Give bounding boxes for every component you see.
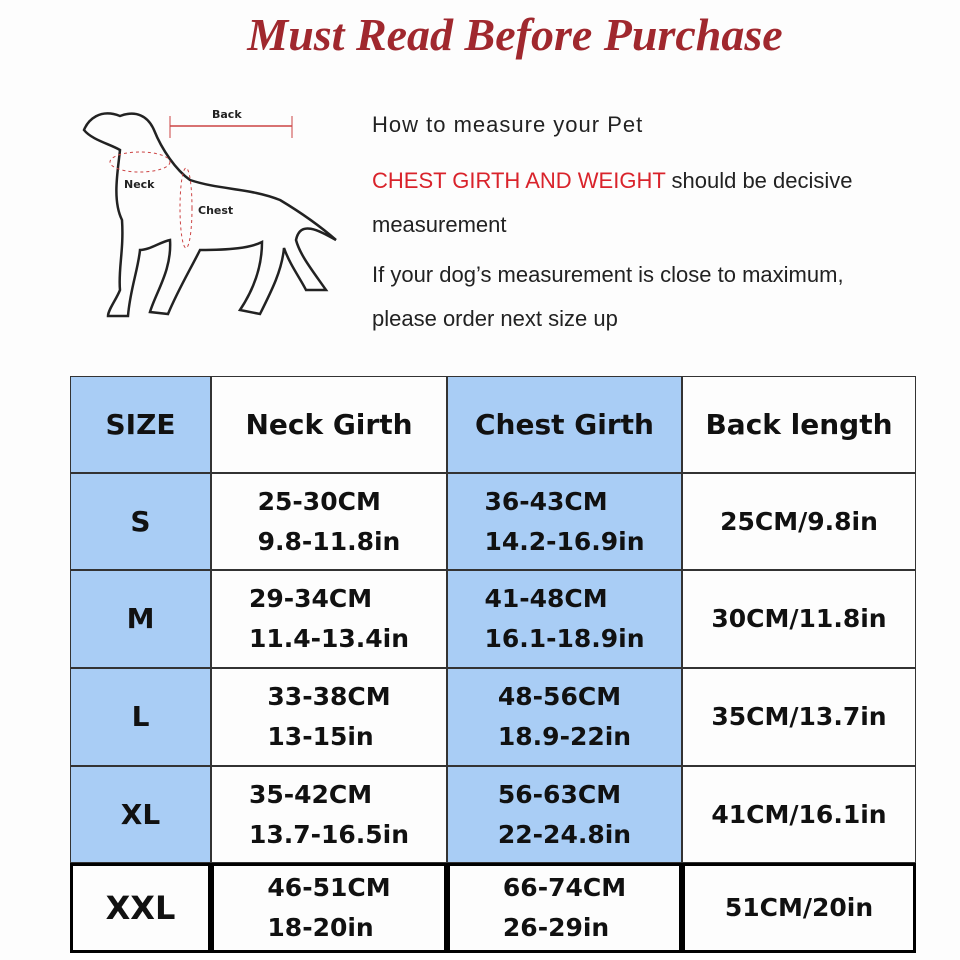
instruction-text: should be decisive: [671, 168, 853, 193]
cell-line: 26-29in: [502, 913, 610, 942]
value-cell: 51CM/20in: [682, 863, 916, 953]
instruction-heading: How to measure your Pet: [372, 112, 644, 137]
instruction-line: CHEST GIRTH AND WEIGHT should be decisiv…: [372, 168, 853, 194]
value-cell: 25-30CM 9.8-11.8in: [211, 473, 447, 570]
value-cell: 48-56CM 18.9-22in: [447, 668, 682, 766]
cell-line: 18-20in: [267, 913, 374, 942]
cell-line: 51CM/20in: [724, 893, 874, 922]
dog-outline: [82, 112, 337, 318]
cell-line: 35CM/13.7in: [711, 702, 887, 731]
cell-line: 13-15in: [267, 722, 374, 751]
cell-line: 56-63CM: [497, 779, 622, 809]
neck-label: Neck: [124, 178, 155, 191]
cell-text: 66-74CM 26-29in: [503, 868, 626, 948]
cell-text: 56-63CM 22-24.8in: [498, 775, 631, 855]
cell-text: 41-48CM 16.1-18.9in: [484, 579, 644, 659]
header-cell: Neck Girth: [211, 376, 447, 473]
cell-text: 25CM/9.8in: [720, 502, 878, 542]
cell-line: 16.1-18.9in: [484, 624, 645, 653]
cell-line: 41CM/16.1in: [711, 799, 887, 829]
cell-text: 29-34CM 11.4-13.4in: [249, 579, 409, 659]
instruction-line: measurement: [372, 212, 507, 237]
cell-line: 11.4-13.4in: [248, 624, 410, 653]
cell-text: 33-38CM 13-15in: [267, 677, 390, 757]
cell-line: 25-30CM: [257, 486, 381, 516]
cell-text: 51CM/20in: [725, 888, 873, 928]
cell-line: 22-24.8in: [497, 819, 632, 849]
cell-line: 41-48CM: [484, 584, 608, 613]
cell-text: 35-42CM 13.7-16.5in: [249, 775, 409, 855]
cell-line: 66-74CM: [502, 873, 627, 902]
highlight: CHEST GIRTH AND WEIGHT: [372, 168, 666, 193]
cell-line: 30CM/11.8in: [711, 604, 887, 633]
dog-diagram: Back Neck Chest: [82, 108, 337, 318]
cell-line: 25CM/9.8in: [720, 506, 878, 536]
size-cell: M: [70, 570, 211, 668]
cell-line: 9.8-11.8in: [257, 526, 401, 556]
cell-line: 29-34CM: [248, 584, 373, 613]
cell-line: 18.9-22in: [497, 722, 632, 751]
size-cell: XL: [70, 766, 211, 863]
size-cell: L: [70, 668, 211, 766]
value-cell: 36-43CM 14.2-16.9in: [447, 473, 682, 570]
neck-mark: [109, 151, 171, 173]
chest-mark: [179, 167, 193, 249]
size-cell: S: [70, 473, 211, 570]
cell-text: M: [126, 602, 155, 635]
cell-text: XL: [120, 797, 161, 831]
cell-line: 46-51CM: [267, 873, 391, 902]
instruction-line: please order next size up: [372, 306, 618, 331]
cell-text: 30CM/11.8in: [711, 599, 886, 639]
title: Must Read Before Purchase: [247, 9, 783, 60]
value-cell: 35CM/13.7in: [682, 668, 916, 766]
cell-text: 46-51CM 18-20in: [267, 868, 390, 948]
header-cell: SIZE: [70, 376, 211, 473]
back-label: Back: [212, 108, 242, 121]
cell-line: 13.7-16.5in: [248, 819, 410, 849]
value-cell: 25CM/9.8in: [682, 473, 916, 570]
header-cell: Back length: [682, 376, 916, 473]
chest-label: Chest: [198, 204, 233, 217]
cell-text: 35CM/13.7in: [711, 697, 886, 737]
size-cell: XXL: [70, 863, 211, 953]
value-cell: 30CM/11.8in: [682, 570, 916, 668]
cell-line: 48-56CM: [497, 682, 622, 711]
cell-text: L: [131, 700, 150, 733]
value-cell: 41-48CM 16.1-18.9in: [447, 570, 682, 668]
cell-line: 33-38CM: [267, 682, 391, 711]
cell-text: S: [130, 504, 151, 538]
value-cell: 46-51CM 18-20in: [211, 863, 447, 953]
cell-line: 36-43CM: [484, 486, 608, 516]
value-cell: 35-42CM 13.7-16.5in: [211, 766, 447, 863]
cell-text: 36-43CM 14.2-16.9in: [484, 482, 644, 562]
cell-line: 14.2-16.9in: [484, 526, 645, 556]
cell-line: 35-42CM: [248, 779, 373, 809]
cell-text: 41CM/16.1in: [711, 795, 886, 835]
header-cell: Chest Girth: [447, 376, 682, 473]
instruction-line: If your dog’s measurement is close to ma…: [372, 262, 844, 287]
cell-text: 25-30CM 9.8-11.8in: [258, 482, 401, 562]
value-cell: 33-38CM 13-15in: [211, 668, 447, 766]
value-cell: 56-63CM 22-24.8in: [447, 766, 682, 863]
cell-text: 48-56CM 18.9-22in: [498, 677, 631, 757]
value-cell: 29-34CM 11.4-13.4in: [211, 570, 447, 668]
cell-text: XXL: [105, 889, 176, 927]
value-cell: 66-74CM 26-29in: [447, 863, 682, 953]
value-cell: 41CM/16.1in: [682, 766, 916, 863]
